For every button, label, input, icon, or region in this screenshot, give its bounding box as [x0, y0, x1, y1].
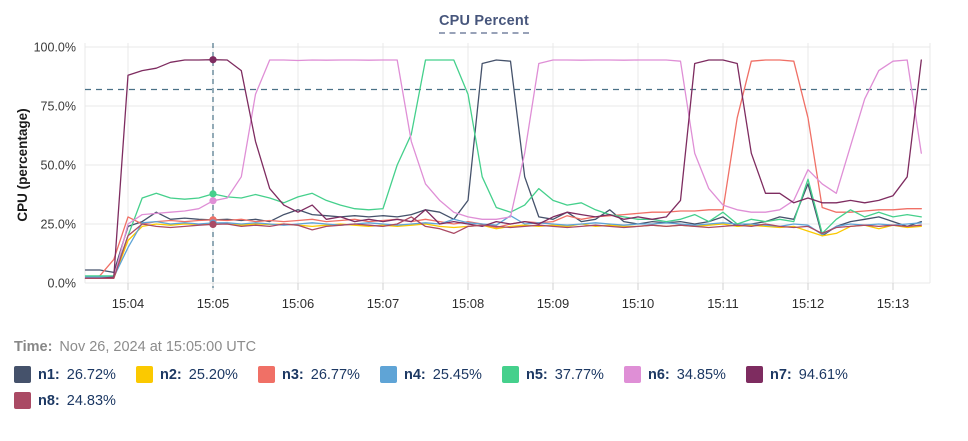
- x-tick-label: 15:08: [452, 296, 485, 311]
- legend-series-name: n8:: [38, 392, 60, 409]
- series-line-n6: [84, 59, 922, 279]
- series-line-n7: [84, 59, 922, 279]
- legend-series-value: 24.83%: [66, 392, 116, 409]
- x-tick-label: 15:05: [197, 296, 230, 311]
- legend-swatch: [380, 366, 397, 383]
- legend-item-n6[interactable]: n6: 34.85%: [624, 366, 746, 383]
- x-tick-label: 15:04: [112, 296, 145, 311]
- legend: n1: 26.72% n2: 25.20% n3: 26.77% n4: 25.45% n5: 3…: [14, 366, 958, 409]
- cpu-chart[interactable]: 0.0% 25.0% 50.0% 75.0% 100.0% 15:04 15:05 15:06…: [0, 0, 968, 330]
- marker-n7: [209, 56, 217, 64]
- legend-swatch: [14, 366, 31, 383]
- grid: 0.0% 25.0% 50.0% 75.0% 100.0% 15:04 15:05 15:06…: [34, 41, 931, 311]
- series-line-n2: [84, 222, 922, 279]
- x-tick-label: 15:12: [792, 296, 825, 311]
- legend-swatch: [746, 366, 763, 383]
- legend-series-value: 25.45%: [432, 366, 482, 383]
- legend-series-name: n1:: [38, 366, 60, 383]
- legend-series-value: 94.61%: [798, 366, 848, 383]
- legend-series-value: 26.77%: [310, 366, 360, 383]
- x-tick-label: 15:07: [367, 296, 400, 311]
- legend-item-n2[interactable]: n2: 25.20%: [136, 366, 258, 383]
- legend-item-n4[interactable]: n4: 25.45%: [380, 366, 502, 383]
- legend-swatch: [624, 366, 641, 383]
- series-line-n5: [84, 59, 922, 277]
- legend-swatch: [258, 366, 275, 383]
- x-tick-label: 15:10: [622, 296, 655, 311]
- legend-series-value: 26.72%: [66, 366, 116, 383]
- legend-item-n3[interactable]: n3: 26.77%: [258, 366, 380, 383]
- legend-series-name: n6:: [648, 366, 670, 383]
- series-line-n8: [84, 216, 922, 279]
- y-tick-label: 100.0%: [34, 41, 76, 55]
- x-tick-label: 15:06: [282, 296, 315, 311]
- legend-series-value: 37.77%: [554, 366, 604, 383]
- y-tick-label: 25.0%: [41, 218, 76, 232]
- legend-series-value: 25.20%: [188, 366, 238, 383]
- x-tick-label: 15:11: [707, 296, 739, 311]
- y-tick-label: 0.0%: [48, 277, 77, 291]
- legend-swatch: [136, 366, 153, 383]
- time-label: Time:: [14, 339, 53, 355]
- legend-item-n8[interactable]: n8: 24.83%: [14, 392, 136, 409]
- marker-n5: [209, 190, 217, 198]
- x-tick-label: 15:13: [877, 296, 910, 311]
- y-tick-label: 75.0%: [41, 100, 76, 114]
- series-line-n1: [84, 59, 922, 274]
- chart-header: CPU Percent: [0, 12, 968, 34]
- legend-series-name: n4:: [404, 366, 426, 383]
- y-axis-title: CPU (percentage): [15, 108, 30, 221]
- legend-series-name: n5:: [526, 366, 548, 383]
- legend-series-name: n2:: [160, 366, 182, 383]
- legend-swatch: [502, 366, 519, 383]
- marker-n6: [209, 197, 217, 205]
- series-line-n3: [84, 59, 922, 279]
- marker-n8: [209, 220, 217, 229]
- time-readout: Time: Nov 26, 2024 at 15:05:00 UTC: [14, 339, 256, 355]
- legend-swatch: [14, 392, 31, 409]
- chart-title[interactable]: CPU Percent: [438, 13, 530, 34]
- y-tick-label: 50.0%: [41, 159, 76, 173]
- legend-series-value: 34.85%: [676, 366, 726, 383]
- legend-item-n5[interactable]: n5: 37.77%: [502, 366, 624, 383]
- legend-item-n7[interactable]: n7: 94.61%: [746, 366, 868, 383]
- x-tick-label: 15:09: [537, 296, 570, 311]
- legend-item-n1[interactable]: n1: 26.72%: [14, 366, 136, 383]
- legend-series-name: n3:: [282, 366, 304, 383]
- time-value: Nov 26, 2024 at 15:05:00 UTC: [59, 339, 257, 355]
- legend-series-name: n7:: [770, 366, 792, 383]
